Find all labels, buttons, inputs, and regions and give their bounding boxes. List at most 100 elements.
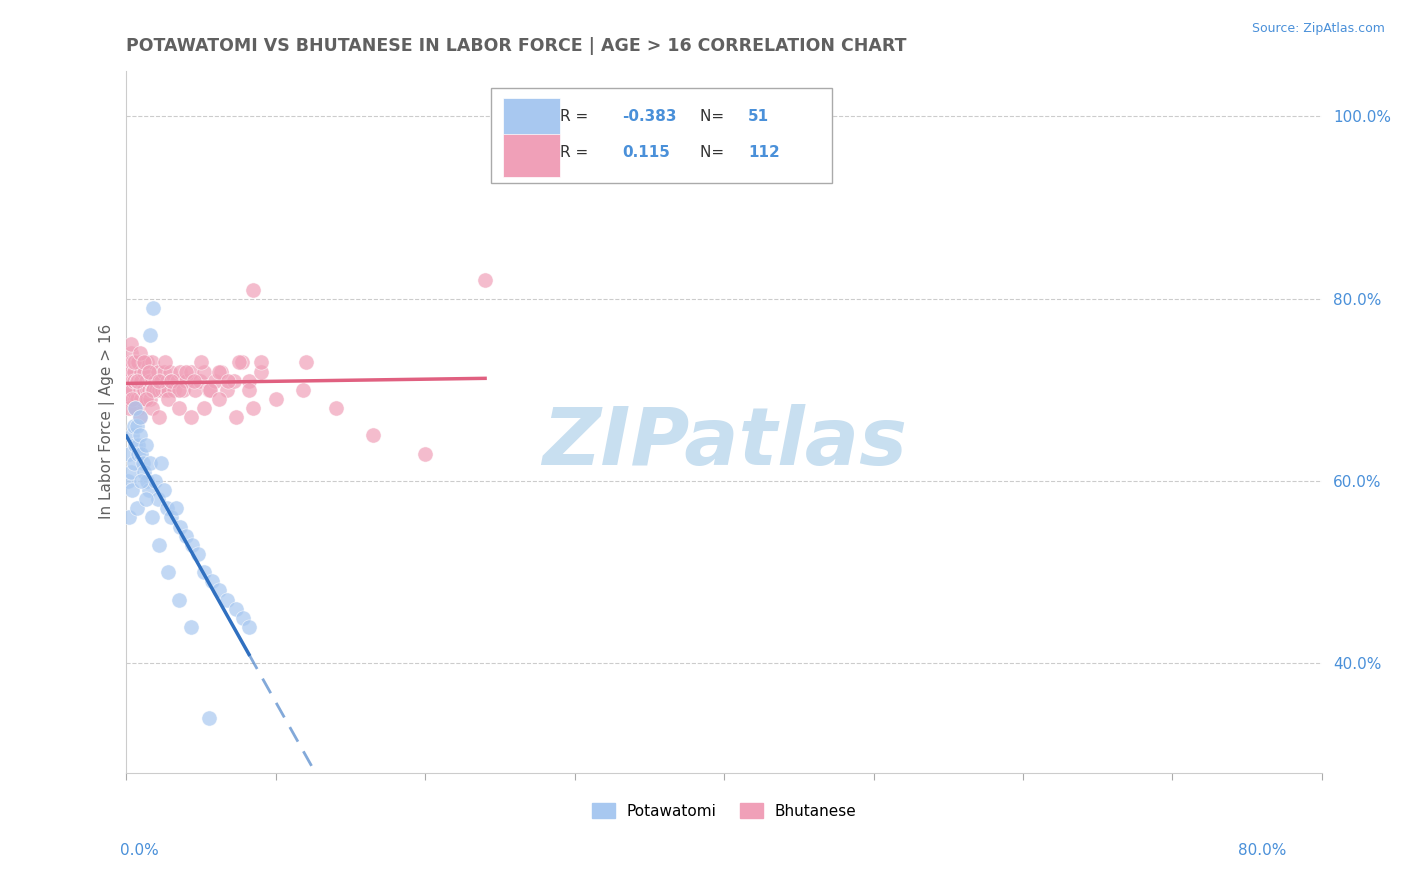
Point (180, 620, 202, 634)
Point (153, 483, 176, 497)
Point (141, 355, 163, 369)
Point (136, 474, 159, 488)
Point (132, 456, 155, 470)
Point (188, 374, 211, 388)
Point (201, 574, 224, 589)
Point (143, 474, 166, 488)
Point (222, 374, 245, 388)
Point (167, 383, 190, 397)
Point (136, 355, 159, 369)
Point (264, 392, 287, 406)
Point (250, 355, 273, 369)
Point (184, 383, 207, 397)
Point (139, 328, 162, 343)
Point (169, 519, 191, 533)
Point (149, 456, 172, 470)
Point (155, 355, 177, 369)
Point (141, 383, 163, 397)
Point (149, 374, 172, 388)
Point (204, 374, 226, 388)
Point (142, 383, 165, 397)
Point (118, 447, 141, 461)
Point (238, 374, 260, 388)
Point (174, 365, 197, 379)
Point (169, 365, 191, 379)
Text: 112: 112 (748, 145, 780, 161)
Point (193, 365, 215, 379)
Point (148, 383, 170, 397)
Point (135, 374, 157, 388)
Point (156, 374, 179, 388)
Point (157, 383, 180, 397)
Point (122, 456, 145, 470)
Point (118, 374, 141, 388)
Point (228, 355, 250, 369)
Point (124, 355, 146, 369)
Point (122, 419, 145, 434)
Point (215, 383, 238, 397)
Point (129, 410, 152, 425)
Point (294, 355, 316, 369)
Point (166, 374, 188, 388)
Point (122, 401, 145, 415)
Point (141, 401, 163, 415)
Text: POTAWATOMI VS BHUTANESE IN LABOR FORCE | AGE > 16 CORRELATION CHART: POTAWATOMI VS BHUTANESE IN LABOR FORCE |… (127, 37, 907, 55)
Point (135, 392, 157, 406)
Point (209, 365, 232, 379)
Point (134, 355, 156, 369)
Point (117, 365, 139, 379)
Point (118, 401, 141, 415)
Point (155, 383, 177, 397)
Point (127, 355, 149, 369)
Point (120, 465, 142, 479)
Point (132, 355, 155, 369)
Point (160, 374, 183, 388)
Point (242, 283, 264, 297)
Point (117, 474, 139, 488)
Point (129, 428, 152, 442)
Point (127, 437, 149, 451)
Point (172, 383, 194, 397)
Point (120, 337, 142, 351)
Text: 0.0%: 0.0% (120, 843, 159, 858)
Point (139, 374, 162, 388)
Point (153, 365, 176, 379)
Point (124, 392, 146, 406)
Point (125, 419, 148, 434)
Point (117, 383, 139, 397)
Point (215, 592, 238, 607)
Point (118, 510, 141, 524)
Point (159, 365, 181, 379)
Point (474, 273, 496, 287)
Point (124, 401, 146, 415)
Point (132, 383, 155, 397)
Point (187, 547, 209, 561)
Point (125, 374, 148, 388)
Point (124, 401, 146, 415)
Point (127, 401, 149, 415)
Point (138, 383, 160, 397)
Point (167, 592, 190, 607)
Text: ZIPatlas: ZIPatlas (541, 404, 907, 482)
Point (167, 401, 190, 415)
Point (135, 492, 157, 507)
Point (225, 410, 247, 425)
Point (139, 392, 162, 406)
Point (232, 611, 254, 625)
Point (180, 410, 202, 425)
Point (129, 374, 152, 388)
Point (134, 383, 156, 397)
Point (190, 355, 212, 369)
Point (138, 483, 160, 497)
Point (198, 383, 221, 397)
Point (121, 428, 143, 442)
Point (148, 374, 170, 388)
Point (291, 383, 314, 397)
Point (250, 365, 273, 379)
Point (141, 510, 163, 524)
Point (231, 355, 253, 369)
Point (208, 365, 231, 379)
Point (118, 392, 141, 406)
FancyBboxPatch shape (503, 97, 561, 140)
Point (142, 301, 165, 315)
